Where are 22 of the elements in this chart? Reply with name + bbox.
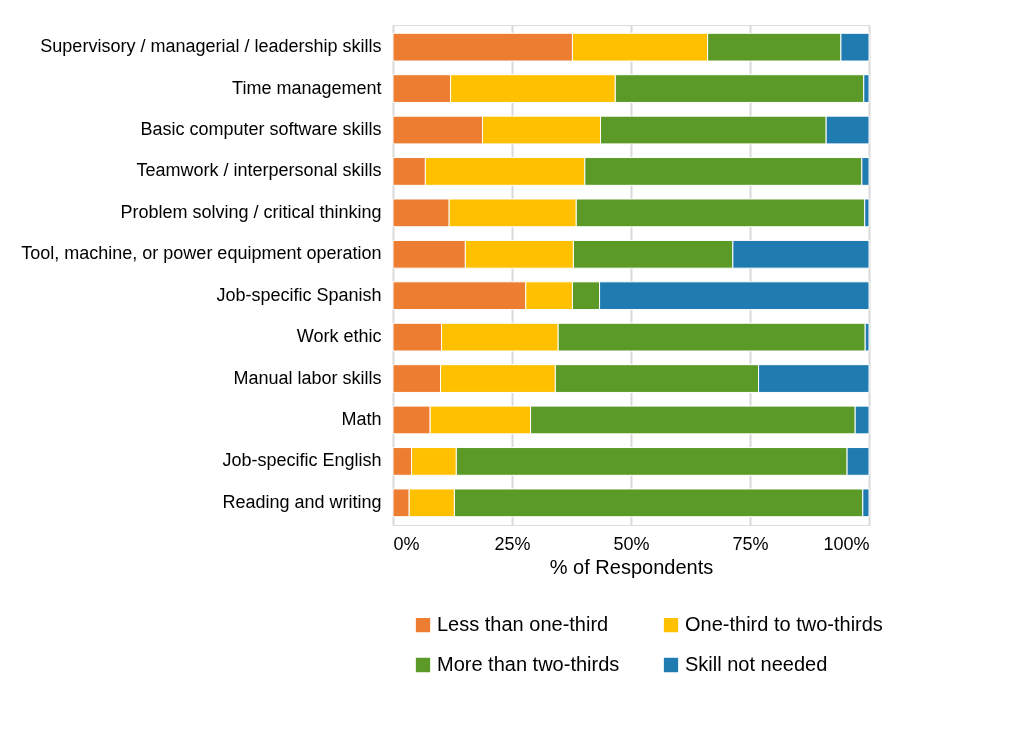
y-tick-label: Tool, machine, or power equipment operation bbox=[21, 243, 382, 264]
y-tick-label: Time management bbox=[232, 77, 382, 98]
y-tick-label: Manual labor skills bbox=[233, 367, 382, 388]
legend-label: More than two-thirds bbox=[437, 653, 620, 675]
y-tick-label: Problem solving / critical thinking bbox=[120, 201, 382, 222]
y-tick-label: Job-specific Spanish bbox=[216, 284, 382, 305]
y-tick-label: Basic computer software skills bbox=[140, 119, 382, 140]
y-tick-label: Math bbox=[341, 408, 382, 429]
y-tick-label: Reading and writing bbox=[222, 491, 382, 512]
x-tick-label: 75% bbox=[732, 533, 769, 554]
legend-label: Less than one-third bbox=[437, 613, 609, 636]
y-tick-label: Supervisory / managerial / leadership skills bbox=[40, 36, 382, 57]
y-tick-label: Work ethic bbox=[296, 326, 382, 347]
x-tick-label: 25% bbox=[494, 533, 531, 554]
y-tick-label: Job-specific English bbox=[222, 450, 382, 471]
x-tick-label: 50% bbox=[613, 533, 650, 554]
x-tick-label: 100% bbox=[823, 533, 870, 554]
legend-label: Skill not needed bbox=[685, 653, 828, 675]
x-axis-title: % of Respondents bbox=[549, 555, 714, 578]
x-tick-label: 0% bbox=[393, 533, 420, 554]
y-tick-label: Teamwork / interpersonal skills bbox=[136, 160, 382, 181]
legend-label: One-third to two-thirds bbox=[685, 613, 883, 636]
